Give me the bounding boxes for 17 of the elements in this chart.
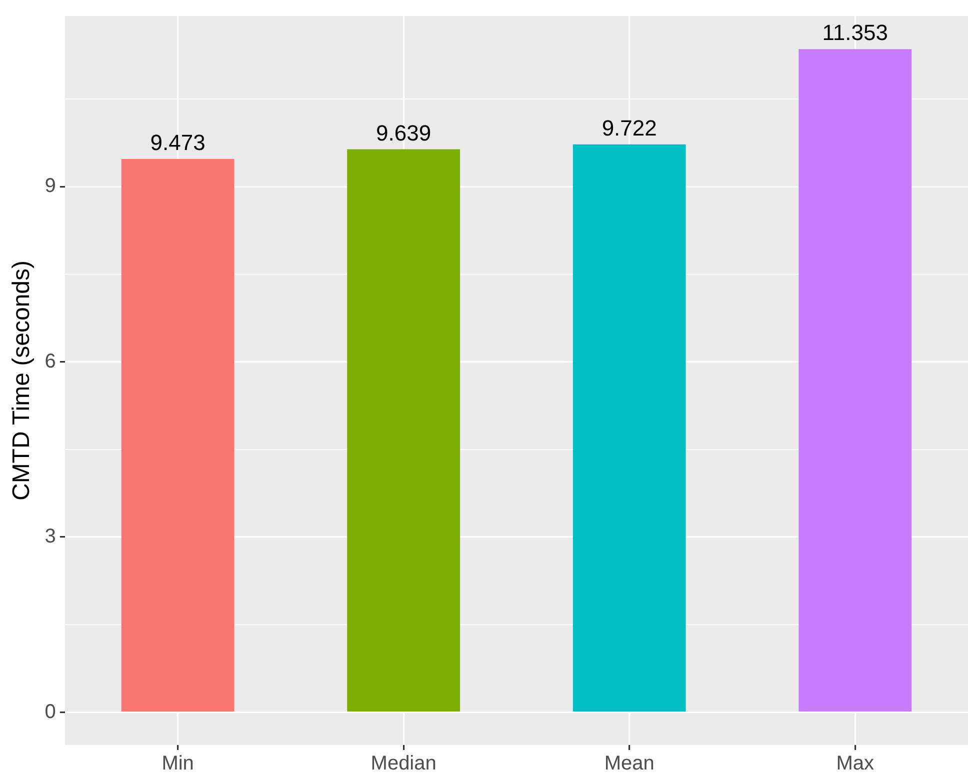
y-tick-label: 9 <box>44 175 56 198</box>
y-tick-label: 6 <box>44 350 56 372</box>
x-tick-label: Mean <box>604 752 654 775</box>
data-label: 11.353 <box>822 20 888 46</box>
data-label: 9.473 <box>150 130 206 155</box>
x-tick-label: Median <box>370 752 436 775</box>
bar <box>347 149 460 712</box>
data-label: 9.639 <box>376 120 432 146</box>
y-axis-title: CMTD Time (seconds) <box>8 260 36 501</box>
bar <box>121 158 234 712</box>
y-tick-label: 0 <box>44 700 56 723</box>
x-tick-label: Min <box>162 752 194 775</box>
x-tick-label: Max <box>836 752 874 775</box>
bar <box>572 144 686 712</box>
y-tick-label: 3 <box>44 526 56 548</box>
data-label: 9.722 <box>602 115 657 140</box>
bar <box>798 49 912 712</box>
